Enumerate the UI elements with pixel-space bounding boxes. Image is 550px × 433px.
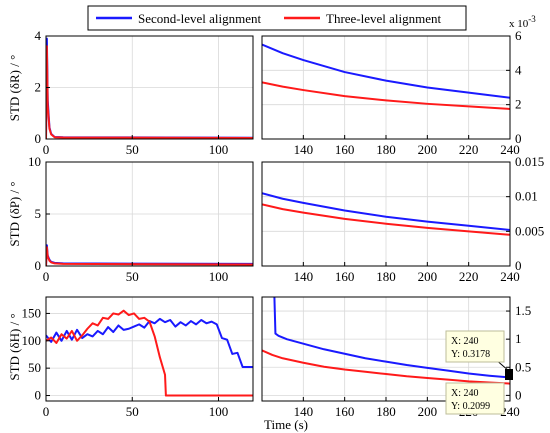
series-group bbox=[262, 43, 510, 110]
datatip-1[interactable]: X: 240 Y: 0.3178 bbox=[445, 330, 510, 372]
series-line-three-level bbox=[262, 349, 510, 385]
x-tick-label: 100 bbox=[209, 404, 229, 419]
x-tick-label: 50 bbox=[126, 142, 139, 157]
x-tick-label: 160 bbox=[335, 404, 355, 419]
series-group bbox=[262, 192, 510, 236]
y-tick-label: 0 bbox=[35, 131, 42, 146]
right-top-multiplier: x 10-3 bbox=[509, 14, 536, 30]
ylabel-row1: STD (δR) / ° bbox=[7, 55, 22, 122]
x-tick-label: 240 bbox=[500, 142, 520, 157]
x-tick-label: 160 bbox=[335, 142, 355, 157]
x-tick-label: 200 bbox=[418, 404, 438, 419]
series-group bbox=[46, 37, 253, 139]
plot-frame bbox=[45, 296, 254, 402]
y-tick-label: 1 bbox=[515, 331, 522, 346]
xlabel: Time (s) bbox=[264, 417, 308, 432]
series-group bbox=[262, 297, 510, 385]
multiplier-base: x 10 bbox=[509, 18, 529, 30]
datatip-2-box bbox=[445, 382, 505, 415]
x-tick-label: 0 bbox=[43, 269, 50, 284]
series-group bbox=[46, 309, 253, 397]
x-tick-label: 180 bbox=[376, 142, 396, 157]
y-tick-label: 2 bbox=[35, 80, 42, 95]
x-tick-label: 200 bbox=[418, 142, 438, 157]
legend-label-second-level: Second-level alignment bbox=[138, 11, 261, 26]
y-tick-label: 0 bbox=[35, 258, 42, 273]
x-tick-label: 200 bbox=[418, 269, 438, 284]
datatip-2[interactable]: X: 240 Y: 0.2099 bbox=[445, 382, 505, 415]
y-tick-label: 0.5 bbox=[515, 359, 531, 374]
y-tick-label: 100 bbox=[22, 333, 42, 348]
x-tick-label: 220 bbox=[459, 142, 479, 157]
y-tick-label: 4 bbox=[515, 62, 522, 77]
datatip-1-x: X: 240 bbox=[451, 336, 479, 347]
x-tick-label: 180 bbox=[376, 404, 396, 419]
plot-background bbox=[46, 297, 253, 401]
series-line-three-level bbox=[46, 45, 253, 139]
x-tick-label: 220 bbox=[459, 269, 479, 284]
series-line-second-level bbox=[262, 43, 510, 99]
datatip-marker-black bbox=[505, 369, 513, 380]
panel-left-row1: 0 50 100 0 2 4 bbox=[35, 28, 254, 157]
x-tick-label: 50 bbox=[126, 404, 139, 419]
panel-left-row3: 0 50 100 0 50 100 150 bbox=[22, 296, 254, 419]
legend-label-three-level: Three-level alignment bbox=[326, 11, 442, 26]
x-tick-label: 50 bbox=[126, 269, 139, 284]
y-tick-label: 0.005 bbox=[515, 223, 544, 238]
y-tick-label: 10 bbox=[28, 154, 41, 169]
series-line-second-level bbox=[273, 297, 510, 379]
series-line-second-level bbox=[262, 192, 510, 231]
x-tick-label: 160 bbox=[335, 269, 355, 284]
y-tick-label: 6 bbox=[515, 28, 522, 43]
y-tick-label: 0 bbox=[515, 387, 522, 402]
y-tick-label: 5 bbox=[35, 206, 42, 221]
y-tick-label: 0 bbox=[515, 258, 522, 273]
y-tick-label: 1.5 bbox=[515, 303, 531, 318]
ylabel-row2: STD (δP) / ° bbox=[7, 181, 22, 246]
x-tick-label: 100 bbox=[209, 269, 229, 284]
legend: Second-level alignment Three-level align… bbox=[87, 5, 467, 31]
ylabel-row3: STD (δH) / ° bbox=[7, 313, 22, 380]
series-line-three-level bbox=[46, 246, 253, 266]
y-tick-label: 0 bbox=[35, 388, 42, 403]
x-tick-label: 240 bbox=[500, 404, 520, 419]
y-tick-label: 0.015 bbox=[515, 154, 544, 169]
x-tick-label: 240 bbox=[500, 269, 520, 284]
datatip-2-x: X: 240 bbox=[451, 388, 479, 399]
datatip-2-y: Y: 0.2099 bbox=[451, 401, 490, 412]
y-tick-label: 0 bbox=[515, 131, 522, 146]
x-tick-label: 180 bbox=[376, 269, 396, 284]
x-tick-label: 100 bbox=[209, 142, 229, 157]
datatip-1-box bbox=[445, 330, 505, 363]
legend-box bbox=[87, 5, 467, 31]
x-tick-label: 0 bbox=[43, 404, 50, 419]
datatip-1-y: Y: 0.3178 bbox=[451, 349, 490, 360]
multiplier-exponent: -3 bbox=[528, 14, 536, 24]
x-tick-label: 140 bbox=[294, 142, 314, 157]
panel-left-row2: 0 50 100 0 5 10 bbox=[28, 154, 254, 284]
y-tick-label: 150 bbox=[22, 305, 42, 320]
y-tick-label: 4 bbox=[35, 28, 42, 43]
y-tick-label: 2 bbox=[515, 97, 522, 112]
x-tick-label: 140 bbox=[294, 269, 314, 284]
y-tick-label: 50 bbox=[28, 360, 41, 375]
series-line-three-level bbox=[262, 203, 510, 236]
x-tick-label: 0 bbox=[43, 142, 50, 157]
y-tick-label: 0.01 bbox=[515, 189, 538, 204]
series-line-three-level bbox=[46, 309, 253, 397]
series-group bbox=[46, 244, 253, 266]
x-tick-label: 140 bbox=[294, 404, 314, 419]
series-line-three-level bbox=[262, 81, 510, 110]
